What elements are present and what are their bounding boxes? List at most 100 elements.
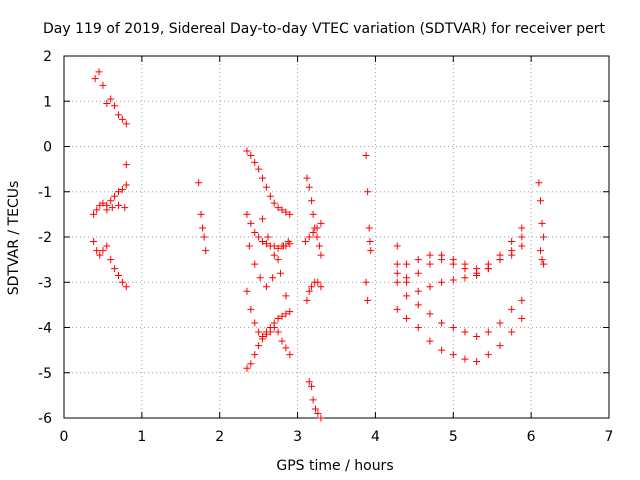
series-track-x <box>535 179 548 241</box>
data-point <box>93 247 101 255</box>
data-point <box>247 360 255 368</box>
series-track-q <box>362 152 375 255</box>
series-track-p <box>301 219 325 246</box>
data-point <box>461 265 469 273</box>
series-track-v <box>393 305 526 365</box>
data-point <box>496 342 504 350</box>
data-point <box>305 183 313 191</box>
data-point <box>256 274 264 282</box>
data-point <box>305 287 313 295</box>
x-tick-label: 3 <box>293 429 302 445</box>
data-point <box>311 405 319 413</box>
data-point <box>314 409 322 417</box>
data-point <box>426 337 434 345</box>
data-point <box>247 152 255 160</box>
data-point <box>484 351 492 359</box>
data-point <box>518 233 526 241</box>
data-point <box>484 328 492 336</box>
data-point <box>414 256 422 264</box>
data-point <box>403 292 411 300</box>
data-point <box>393 278 401 286</box>
data-point <box>118 185 126 193</box>
y-tick-label: -5 <box>38 366 52 382</box>
data-point <box>259 174 267 182</box>
data-point <box>414 301 422 309</box>
y-tick-label: 1 <box>43 94 52 110</box>
data-point <box>393 242 401 250</box>
data-point <box>103 242 111 250</box>
data-point <box>473 271 481 279</box>
series-track-i <box>243 308 294 372</box>
data-point <box>90 238 98 246</box>
data-point <box>107 95 115 103</box>
series-track-c <box>90 238 130 291</box>
data-point <box>280 242 288 250</box>
data-point <box>259 333 267 341</box>
data-point <box>122 120 130 128</box>
data-point <box>426 260 434 268</box>
data-point <box>473 357 481 365</box>
series-track-o <box>305 378 325 422</box>
chart-title: Day 119 of 2019, Sidereal Day-to-day VTE… <box>43 21 605 37</box>
data-point <box>308 197 316 205</box>
data-point <box>270 251 278 259</box>
data-point <box>367 247 375 255</box>
data-point <box>264 233 272 241</box>
data-point <box>484 265 492 273</box>
y-axis: -6 -5 -4 -3 -2 -1 0 1 2 <box>38 49 609 427</box>
y-tick-label: 2 <box>43 49 52 65</box>
data-point <box>414 287 422 295</box>
data-point <box>251 319 259 327</box>
series-track-w <box>393 233 526 295</box>
data-point <box>269 274 277 282</box>
data-point <box>393 269 401 277</box>
series-track-s <box>393 224 526 273</box>
x-tick-label: 4 <box>371 429 380 445</box>
x-tick-label: 2 <box>215 429 224 445</box>
data-point <box>282 208 290 216</box>
data-point <box>309 228 317 236</box>
data-point <box>449 276 457 284</box>
data-point <box>266 192 274 200</box>
data-point <box>496 319 504 327</box>
data-point <box>199 224 207 232</box>
data-point <box>107 256 115 264</box>
series-track-l <box>259 215 290 300</box>
data-point <box>115 201 122 209</box>
data-point <box>508 328 516 336</box>
data-point <box>202 247 210 255</box>
data-point <box>197 210 205 218</box>
data-point <box>496 256 504 264</box>
series-track-y <box>536 247 548 268</box>
data-point <box>313 224 321 232</box>
data-point <box>518 296 526 304</box>
data-point <box>286 351 294 359</box>
data-point <box>255 342 263 350</box>
data-point <box>278 206 286 214</box>
data-point <box>103 206 111 214</box>
data-point <box>122 181 130 189</box>
data-point <box>262 330 270 338</box>
data-point <box>403 278 411 286</box>
data-point <box>247 305 255 313</box>
data-point <box>449 351 457 359</box>
data-point <box>107 197 115 205</box>
series-track-n <box>303 278 325 304</box>
data-point <box>535 179 543 187</box>
data-point <box>364 296 372 304</box>
data-point <box>251 351 259 359</box>
data-point <box>365 224 373 232</box>
data-point <box>282 344 290 352</box>
data-point <box>449 260 457 268</box>
y-tick-label: 0 <box>43 140 52 156</box>
series-track-r <box>362 278 372 304</box>
data-point <box>313 233 321 241</box>
series-track-u <box>393 278 526 341</box>
data-point <box>518 314 526 322</box>
data-point <box>245 242 253 250</box>
series-track-k <box>245 238 292 291</box>
data-point <box>508 305 516 313</box>
data-point <box>540 260 548 268</box>
data-point <box>301 238 309 246</box>
